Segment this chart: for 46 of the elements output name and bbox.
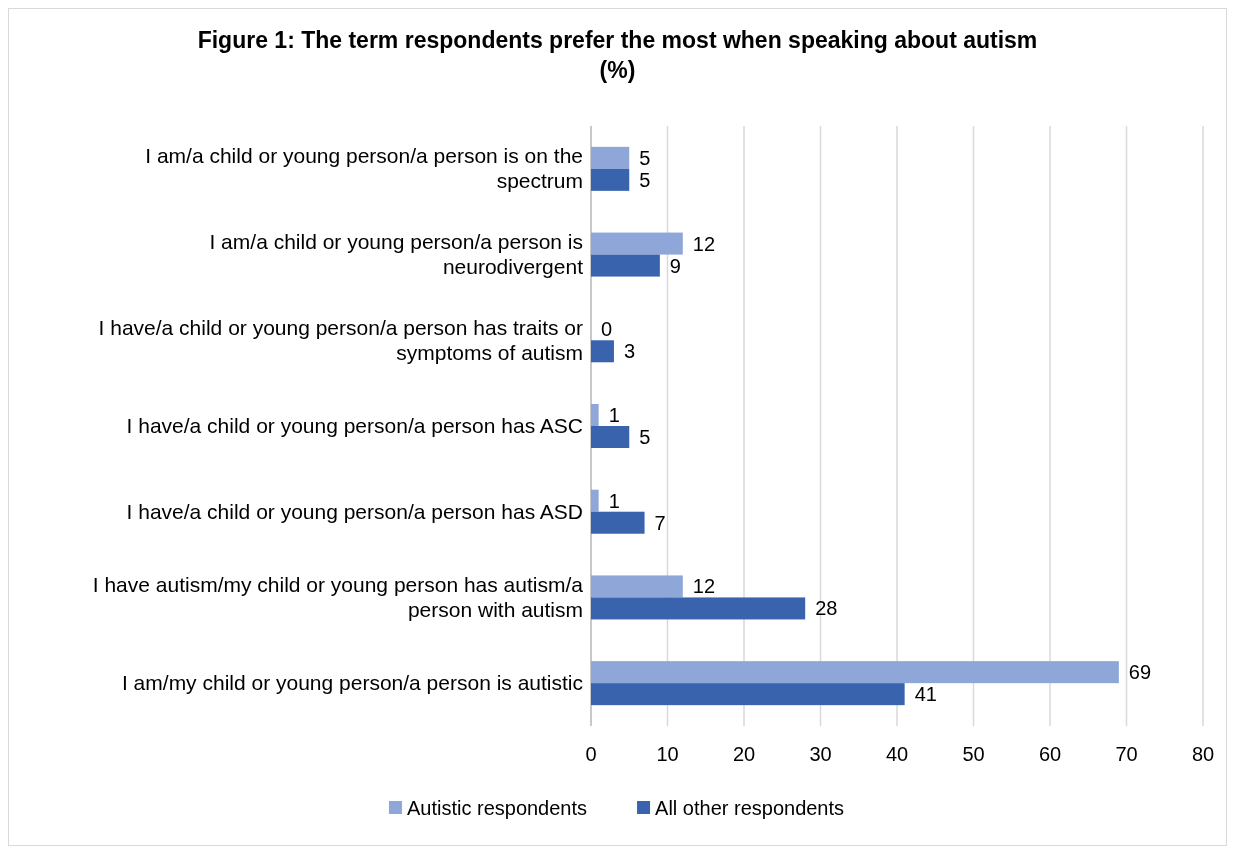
x-tick-label: 30 xyxy=(809,743,832,765)
data-label: 3 xyxy=(623,340,636,363)
y-tick-label: I have autism/my child or young person has autism/a person with autism xyxy=(92,572,584,621)
data-label: 1 xyxy=(608,404,620,426)
data-label: 69 xyxy=(1128,661,1152,684)
bar xyxy=(591,404,599,426)
bar xyxy=(591,575,683,598)
bar xyxy=(591,489,599,512)
data-label: 7 xyxy=(654,511,666,534)
x-tick-label: 50 xyxy=(962,743,985,765)
x-tick-label: 40 xyxy=(885,743,909,765)
data-label: 9 xyxy=(669,254,681,277)
data-label: 5 xyxy=(639,146,651,169)
bar xyxy=(591,146,630,169)
bar xyxy=(591,426,630,448)
legend-label: All other respondents xyxy=(655,797,845,819)
legend-label: Autistic respondents xyxy=(406,797,588,819)
data-label: 28 xyxy=(815,597,838,620)
x-tick-label: 20 xyxy=(732,743,756,765)
data-label: 12 xyxy=(692,575,716,598)
x-tick-label: 70 xyxy=(1115,743,1138,765)
x-tick-label: 60 xyxy=(1038,743,1062,765)
chart-title: Figure 1: The term respondents prefer the most when speaking about autism (%) xyxy=(197,27,1038,83)
y-tick-label: I am/a child or young person/a person is neurodivergent xyxy=(209,230,584,279)
y-tick-label: I am/a child or young person/a person is on the spectrum xyxy=(145,144,583,193)
y-tick-label: I am/my child or young person/a person is autistic xyxy=(121,671,583,695)
data-label: 12 xyxy=(692,232,716,255)
data-label: 5 xyxy=(639,426,651,448)
bar xyxy=(591,340,614,363)
x-tick-label: 10 xyxy=(656,743,679,765)
data-label: 0 xyxy=(601,318,613,341)
data-label: 41 xyxy=(914,683,937,706)
bar xyxy=(591,597,806,620)
bar xyxy=(591,168,630,191)
x-tick-label: 0 xyxy=(585,743,597,765)
bar xyxy=(591,254,660,277)
y-tick-label: I have/a child or young person/a person has ASC xyxy=(126,414,583,437)
bar xyxy=(591,661,1119,684)
y-tick-label: I have/a child or young person/a person has traits or symptoms of autism xyxy=(98,315,583,364)
bar xyxy=(591,232,683,255)
data-label: 5 xyxy=(639,168,651,191)
bar xyxy=(591,511,645,534)
data-label: 1 xyxy=(608,489,620,512)
x-tick-label: 80 xyxy=(1191,743,1215,765)
bar xyxy=(591,683,905,706)
y-tick-label: I have/a child or young person/a person has ASD xyxy=(126,499,583,523)
